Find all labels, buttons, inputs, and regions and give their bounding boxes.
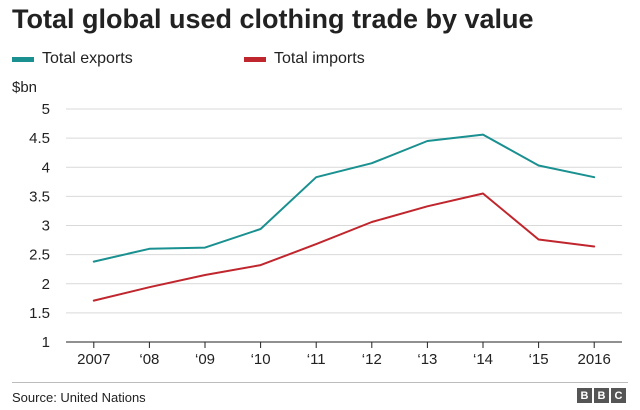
y-tick-label: 2.5 xyxy=(29,247,50,264)
y-tick-label: 4.5 xyxy=(29,130,50,147)
footer-divider xyxy=(12,382,628,383)
legend-item-imports: Total imports xyxy=(244,50,365,68)
y-tick-label: 5 xyxy=(42,101,50,118)
y-tick-label: 3.5 xyxy=(29,188,50,205)
x-tick-label: ‘15 xyxy=(529,351,549,368)
x-tick-label: ‘08 xyxy=(139,351,159,368)
x-tick-label: ‘14 xyxy=(473,351,493,368)
x-tick-label: ‘13 xyxy=(417,351,437,368)
chart-title: Total global used clothing trade by valu… xyxy=(12,4,534,34)
bbc-logo-letter-b1: B xyxy=(577,388,592,403)
x-tick-label: ‘09 xyxy=(195,351,215,368)
legend-label-exports: Total exports xyxy=(42,50,133,67)
x-tick-label: 2016 xyxy=(578,351,611,368)
y-tick-label: 1 xyxy=(42,334,50,351)
x-tick-label: ‘12 xyxy=(362,351,382,368)
y-tick-label: 1.5 xyxy=(29,305,50,322)
bbc-logo-letter-b2: B xyxy=(594,388,609,403)
x-tick-label: 2007 xyxy=(77,351,110,368)
bbc-logo-letter-c: C xyxy=(611,388,626,403)
x-tick-label: ‘10 xyxy=(251,351,271,368)
y-axis-unit-label: $bn xyxy=(12,79,38,96)
legend-item-exports: Total exports xyxy=(12,50,133,68)
legend-label-imports: Total imports xyxy=(274,50,365,67)
bbc-logo: B B C xyxy=(577,388,626,403)
legend-swatch-imports xyxy=(244,56,266,62)
series-line-exports xyxy=(92,133,596,263)
series-line-imports xyxy=(92,192,596,302)
source-note: Source: United Nations xyxy=(12,390,146,405)
line-chart: 1 1.5 2 2.5 3 3.5 4 4.5 5 2007 ‘08 ‘09 ‘10 ‘11 ‘12 ‘13 ‘… xyxy=(29,101,622,368)
legend-swatch-exports xyxy=(12,56,34,62)
y-tick-label: 2 xyxy=(42,276,50,293)
y-tick-label: 4 xyxy=(42,159,50,176)
x-tick-label: ‘11 xyxy=(307,351,326,368)
y-tick-label: 3 xyxy=(42,218,50,235)
